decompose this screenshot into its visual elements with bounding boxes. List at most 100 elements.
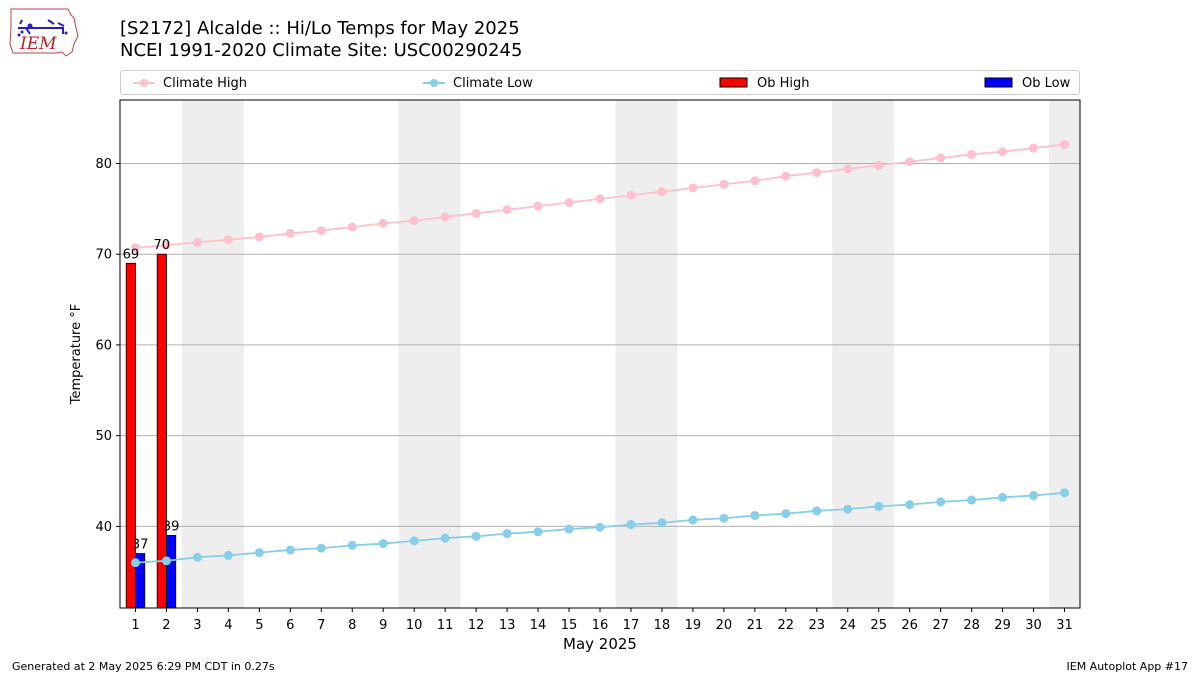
climate-high-point xyxy=(781,171,791,181)
legend-label: Climate High xyxy=(163,75,248,91)
climate-low-point xyxy=(533,527,543,537)
climate-low-point xyxy=(130,558,140,568)
climate-high-point xyxy=(378,218,388,228)
climate-high-point xyxy=(161,240,171,250)
climate-high-point xyxy=(533,201,543,211)
climate-high-point xyxy=(843,164,853,174)
climate-low-point xyxy=(471,531,481,541)
weekend-shade xyxy=(832,100,895,608)
plot-area xyxy=(125,139,1070,608)
climate-low-point xyxy=(626,520,636,530)
x-tick-label: 6 xyxy=(286,618,294,633)
ob-high-bar xyxy=(156,253,167,608)
ob-high-bar xyxy=(125,262,136,608)
climate-high-point xyxy=(564,198,574,208)
y-tick-label: 40 xyxy=(95,520,112,535)
climate-high-point xyxy=(347,222,357,232)
x-tick-label: 26 xyxy=(901,618,918,633)
x-tick-label: 25 xyxy=(870,618,887,633)
weekend-shade xyxy=(615,100,678,608)
weekend-shade xyxy=(181,100,244,608)
x-axis-label: May 2025 xyxy=(563,635,637,653)
climate-high-point xyxy=(192,237,202,247)
legend-line-marker-icon xyxy=(423,79,445,87)
climate-high-point xyxy=(1029,143,1039,153)
climate-low-point xyxy=(502,529,512,539)
y-axis-label: Temperature °F xyxy=(69,304,84,405)
legend-label: Ob Low xyxy=(1022,75,1071,91)
iem-logo: IEM xyxy=(8,6,80,58)
climate-low-point xyxy=(285,545,295,555)
chart-subtitle: NCEI 1991-2020 Climate Site: USC00290245 xyxy=(120,40,523,61)
climate-low-point xyxy=(440,533,450,543)
climate-low-point xyxy=(936,497,946,507)
legend-item-climate-high: Climate High xyxy=(133,74,247,92)
climate-high-point xyxy=(130,243,140,253)
climate-high-point xyxy=(719,179,729,189)
footer-app: IEM Autoplot App #17 xyxy=(1066,660,1189,673)
legend-item-ob-high: Ob High xyxy=(719,74,810,92)
x-tick-label: 3 xyxy=(193,618,201,633)
y-tick-label: 80 xyxy=(95,157,112,172)
climate-low-point xyxy=(347,540,357,550)
climate-high-point xyxy=(750,176,760,186)
x-tick-label: 7 xyxy=(317,618,325,633)
iem-logo-text: IEM xyxy=(20,34,57,54)
x-tick-label: 23 xyxy=(809,618,826,633)
legend-item-ob-low: Ob Low xyxy=(984,74,1070,92)
x-tick-label: 15 xyxy=(561,618,578,633)
legend-line-marker-icon xyxy=(133,79,155,87)
x-tick-label: 14 xyxy=(530,618,547,633)
climate-high-point xyxy=(657,187,667,197)
climate-low-point xyxy=(750,510,760,520)
climate-high-point xyxy=(1060,139,1070,149)
climate-low-point xyxy=(595,522,605,532)
climate-high-point xyxy=(812,168,822,178)
climate-low-point xyxy=(192,552,202,562)
x-tick-label: 30 xyxy=(1025,618,1042,633)
climate-low-point xyxy=(998,492,1008,502)
legend-item-climate-low: Climate Low xyxy=(423,74,533,92)
x-tick-label: 4 xyxy=(224,618,232,633)
ob-low-data-label: 39 xyxy=(163,519,180,534)
climate-low-point xyxy=(409,536,419,546)
chart-title: [S2172] Alcalde :: Hi/Lo Temps for May 2… xyxy=(120,18,520,39)
x-tick-label: 31 xyxy=(1056,618,1073,633)
x-tick-label: 21 xyxy=(747,618,764,633)
climate-high-point xyxy=(254,232,264,242)
x-tick-label: 24 xyxy=(839,618,856,633)
x-tick-label: 17 xyxy=(623,618,640,633)
climate-high-point xyxy=(285,228,295,238)
x-tick-label: 27 xyxy=(932,618,949,633)
ob-low-bar xyxy=(166,535,177,608)
climate-high-point xyxy=(502,205,512,215)
climate-low-point xyxy=(905,500,915,510)
climate-low-point xyxy=(781,509,791,519)
y-tick-label: 70 xyxy=(95,248,112,263)
footer-generated: Generated at 2 May 2025 6:29 PM CDT in 0… xyxy=(12,660,275,673)
ob-low-data-label: 37 xyxy=(132,538,149,553)
climate-low-point xyxy=(1060,488,1070,498)
x-tick-label: 1 xyxy=(131,618,139,633)
x-tick-label: 29 xyxy=(994,618,1011,633)
x-tick-label: 19 xyxy=(685,618,702,633)
legend-bar-swatch-icon xyxy=(984,77,1013,88)
climate-low-point xyxy=(316,543,326,553)
climate-low-point xyxy=(719,513,729,523)
climate-low-point xyxy=(688,515,698,525)
y-tick-label: 50 xyxy=(95,429,112,444)
x-tick-label: 9 xyxy=(379,618,387,633)
legend-label: Ob High xyxy=(757,75,810,91)
climate-high-point xyxy=(905,157,915,167)
x-tick-label: 10 xyxy=(406,618,423,633)
climate-low-point xyxy=(378,539,388,549)
legend-label: Climate Low xyxy=(453,75,533,91)
climate-low-point xyxy=(254,548,264,558)
chart-legend: Climate High Climate Low Ob High Ob Low xyxy=(120,70,1080,95)
climate-high-point xyxy=(409,216,419,226)
climate-high-point xyxy=(936,153,946,163)
ob-high-data-label: 69 xyxy=(123,247,140,262)
ob-high-data-label: 70 xyxy=(154,238,171,253)
weekend-shade xyxy=(1049,100,1080,608)
